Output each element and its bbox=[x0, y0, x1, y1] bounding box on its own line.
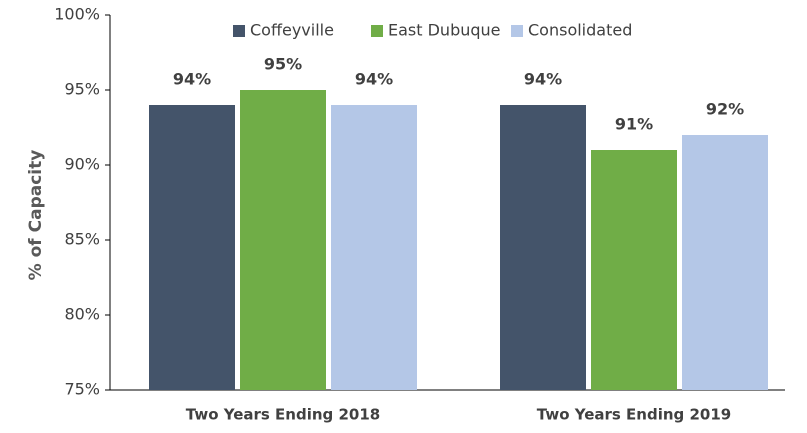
legend-swatch bbox=[511, 25, 523, 37]
x-tick-label: Two Years Ending 2019 bbox=[537, 406, 732, 424]
legend-label: Coffeyville bbox=[250, 21, 334, 40]
y-tick-label: 90% bbox=[64, 155, 100, 174]
bar bbox=[149, 105, 235, 390]
legend-swatch bbox=[233, 25, 245, 37]
y-axis-title: % of Capacity bbox=[26, 150, 46, 281]
legend-label: Consolidated bbox=[528, 21, 632, 40]
y-tick-label: 85% bbox=[64, 230, 100, 249]
data-label: 92% bbox=[706, 100, 744, 119]
legend-label: East Dubuque bbox=[388, 21, 501, 40]
bar bbox=[682, 135, 768, 390]
data-label: 94% bbox=[524, 70, 562, 89]
data-label: 94% bbox=[355, 70, 393, 89]
y-tick-label: 80% bbox=[64, 305, 100, 324]
x-tick-label: Two Years Ending 2018 bbox=[186, 406, 381, 424]
bar bbox=[591, 150, 677, 390]
y-tick-label: 100% bbox=[54, 5, 100, 24]
bar bbox=[331, 105, 417, 390]
data-label: 91% bbox=[615, 115, 653, 134]
bar bbox=[240, 90, 326, 390]
y-tick-label: 75% bbox=[64, 380, 100, 399]
y-tick-label: 95% bbox=[64, 80, 100, 99]
data-label: 94% bbox=[173, 70, 211, 89]
data-label: 95% bbox=[264, 55, 302, 74]
legend-swatch bbox=[371, 25, 383, 37]
bar bbox=[500, 105, 586, 390]
